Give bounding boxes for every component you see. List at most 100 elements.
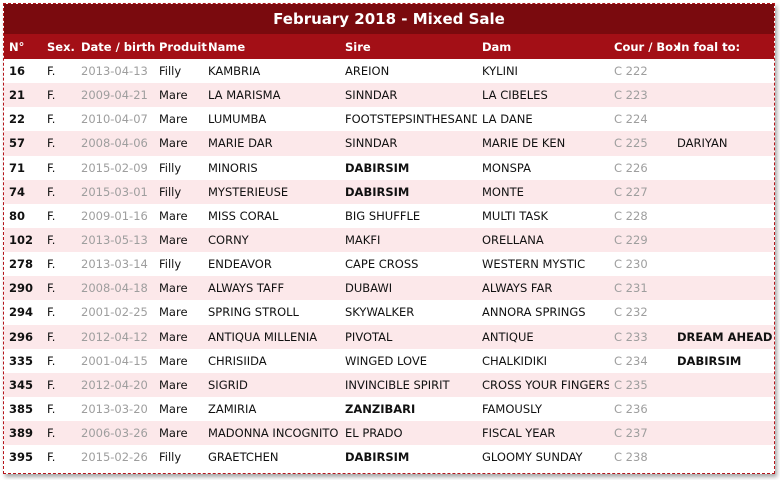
- cell-dam: MARIE DE KEN: [477, 131, 609, 156]
- cell-cour-box: C 238: [609, 445, 672, 470]
- cell-in-foal-to: [672, 445, 774, 470]
- cell-produit: Mare: [154, 396, 203, 422]
- cell-date-birth: 2008-04-18: [76, 276, 154, 301]
- cell-dam: CROSS YOUR FINGERS: [477, 372, 609, 397]
- header-produit: Produit: [154, 34, 207, 59]
- table-row: 385 F. 2013-03-20 Mare ZAMIRIA ZANZIBARI FAMOU…: [4, 396, 774, 422]
- header-date-birth: Date / birth: [76, 34, 155, 59]
- cell-number: 294: [4, 300, 42, 325]
- table-row: 21 F. 2009-04-21 Mare LA MARISMA SINNDAR LA CI…: [4, 83, 774, 108]
- cell-produit: Mare: [154, 83, 203, 108]
- cell-produit: Mare: [154, 227, 203, 253]
- cell-date-birth: 2010-04-07: [76, 107, 154, 132]
- cell-number: 296: [4, 324, 42, 349]
- cell-dam: KYLINI: [477, 59, 609, 84]
- cell-number: 21: [4, 83, 42, 108]
- cell-dam: ANNORA SPRINGS: [477, 300, 609, 325]
- cell-name: MARIE DAR: [203, 131, 340, 156]
- cell-dam: ORELLANA: [477, 227, 609, 253]
- cell-dam: ALWAYS FAR: [477, 276, 609, 301]
- cell-name: ZAMIRIA: [203, 396, 340, 422]
- cell-number: 335: [4, 348, 42, 373]
- sale-table-frame: February 2018 - Mixed Sale N° Sex. Date …: [3, 3, 775, 474]
- cell-cour-box: C 225: [609, 131, 672, 156]
- cell-name: ENDEAVOR: [203, 252, 340, 277]
- cell-sex: F.: [42, 396, 76, 422]
- cell-cour-box: C 236: [609, 396, 672, 422]
- cell-cour-box: C 230: [609, 252, 672, 277]
- header-in-foal-to: In foal to:: [672, 34, 774, 59]
- cell-date-birth: 2013-03-20: [76, 396, 154, 422]
- cell-in-foal-to: [672, 276, 774, 301]
- cell-name: LUMUMBA: [203, 107, 340, 132]
- cell-in-foal-to: [672, 372, 774, 397]
- cell-cour-box: C 232: [609, 300, 672, 325]
- cell-produit: Mare: [154, 372, 203, 397]
- cell-cour-box: C 234: [609, 348, 672, 373]
- cell-number: 102: [4, 227, 42, 253]
- table-row: 80 F. 2009-01-16 Mare MISS CORAL BIG SHUFFLE M…: [4, 203, 774, 228]
- table-row: 278 F. 2013-03-14 Filly ENDEAVOR CAPE CROSS WE…: [4, 252, 774, 277]
- cell-sire: PIVOTAL: [340, 324, 477, 349]
- header-dam: Dam: [477, 34, 609, 59]
- cell-dam: MULTI TASK: [477, 203, 609, 228]
- cell-name: CHRISIIDA: [203, 348, 340, 373]
- cell-number: 278: [4, 252, 42, 277]
- cell-sire: DABIRSIM: [340, 445, 477, 470]
- cell-sex: F.: [42, 59, 76, 84]
- cell-produit: Mare: [154, 203, 203, 228]
- cell-sex: F.: [42, 227, 76, 253]
- cell-sex: F.: [42, 203, 76, 228]
- cell-name: MISS CORAL: [203, 203, 340, 228]
- cell-sire: DABIRSIM: [340, 179, 477, 204]
- cell-name: GRAETCHEN: [203, 445, 340, 470]
- cell-number: 57: [4, 131, 42, 156]
- cell-sire: SKYWALKER: [340, 300, 477, 325]
- cell-sire: INVINCIBLE SPIRIT: [340, 372, 477, 397]
- table-row: 22 F. 2010-04-07 Mare LUMUMBA FOOTSTEPSINTHES…: [4, 107, 774, 132]
- cell-produit: Filly: [154, 252, 203, 277]
- cell-produit: Mare: [154, 131, 203, 156]
- cell-produit: Mare: [154, 300, 203, 325]
- cell-in-foal-to: [672, 300, 774, 325]
- cell-cour-box: C 228: [609, 203, 672, 228]
- cell-name: KAMBRIA: [203, 59, 340, 84]
- table-row: 294 F. 2001-02-25 Mare SPRING STROLL SKYWALKE…: [4, 300, 774, 325]
- cell-dam: GLOOMY SUNDAY: [477, 445, 609, 470]
- cell-name: LA MARISMA: [203, 83, 340, 108]
- cell-sex: F.: [42, 348, 76, 373]
- header-sex: Sex.: [42, 34, 76, 59]
- cell-date-birth: 2015-02-26: [76, 445, 154, 470]
- cell-sex: F.: [42, 83, 76, 108]
- cell-date-birth: 2009-04-21: [76, 83, 154, 108]
- cell-date-birth: 2001-04-15: [76, 348, 154, 373]
- cell-produit: Mare: [154, 107, 203, 132]
- cell-number: 80: [4, 203, 42, 228]
- cell-sex: F.: [42, 107, 76, 132]
- cell-sex: F.: [42, 252, 76, 277]
- cell-sex: F.: [42, 155, 76, 180]
- cell-name: MINORIS: [203, 155, 340, 180]
- cell-name: MYSTERIEUSE: [203, 179, 340, 204]
- cell-dam: MONSPA: [477, 155, 609, 180]
- cell-produit: Filly: [154, 445, 203, 470]
- cell-sire: SINNDAR: [340, 131, 477, 156]
- header-sire: Sire: [340, 34, 477, 59]
- table-row: 57 F. 2008-04-06 Mare MARIE DAR SINNDAR MARIE …: [4, 131, 774, 156]
- table-row: 290 F. 2008-04-18 Mare ALWAYS TAFF DUBAWI ALWA…: [4, 276, 774, 301]
- cell-in-foal-to: [672, 83, 774, 108]
- table-row: 102 F. 2013-05-13 Mare CORNY MAKFI ORELLANA C 2…: [4, 227, 774, 253]
- cell-sire: SINNDAR: [340, 83, 477, 108]
- cell-cour-box: C 231: [609, 276, 672, 301]
- cell-in-foal-to: [672, 396, 774, 422]
- table-title: February 2018 - Mixed Sale: [4, 4, 774, 34]
- cell-in-foal-to: [672, 203, 774, 228]
- cell-name: ALWAYS TAFF: [203, 276, 340, 301]
- cell-date-birth: 2006-03-26: [76, 421, 154, 446]
- cell-sire: FOOTSTEPSINTHESAND: [340, 107, 477, 132]
- table-row: 395 F. 2015-02-26 Filly GRAETCHEN DABIRSIM GLO…: [4, 445, 774, 470]
- cell-sex: F.: [42, 179, 76, 204]
- cell-sire: BIG SHUFFLE: [340, 203, 477, 228]
- cell-number: 389: [4, 421, 42, 446]
- cell-sire: EL PRADO: [340, 421, 477, 446]
